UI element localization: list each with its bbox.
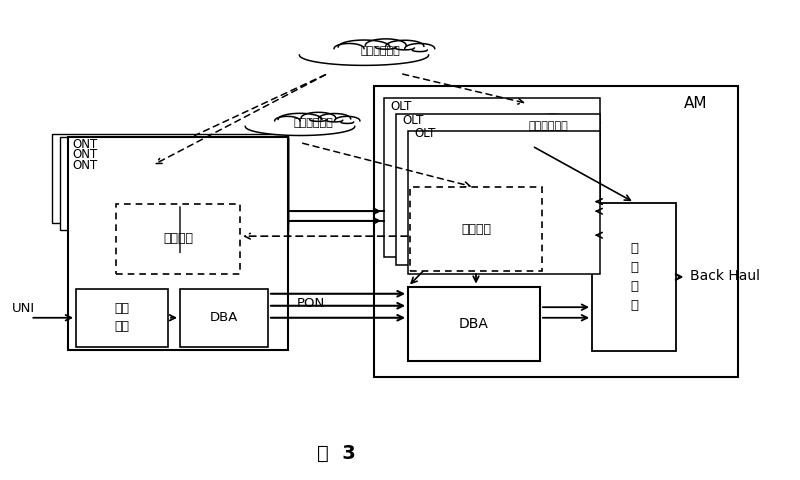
Text: OLT: OLT: [390, 100, 412, 113]
Bar: [374, 86, 738, 377]
Polygon shape: [274, 116, 300, 125]
Text: Back Haul: Back Haul: [690, 269, 760, 283]
Text: ONT: ONT: [72, 148, 98, 161]
Text: AM: AM: [684, 96, 708, 111]
Polygon shape: [534, 114, 573, 126]
Polygon shape: [278, 113, 322, 125]
Polygon shape: [248, 127, 352, 135]
Bar: [52, 134, 288, 223]
Text: 业务属性: 业务属性: [163, 232, 193, 245]
Polygon shape: [473, 130, 591, 139]
Text: OLT: OLT: [402, 113, 424, 127]
Text: 接纳控制系统: 接纳控制系统: [528, 121, 568, 131]
Text: DBA: DBA: [210, 311, 238, 324]
Bar: [384, 98, 600, 257]
Bar: [180, 289, 268, 347]
Bar: [116, 204, 240, 274]
Text: DBA: DBA: [459, 317, 489, 331]
Bar: [410, 187, 542, 271]
Polygon shape: [386, 40, 424, 52]
Polygon shape: [405, 44, 434, 54]
Polygon shape: [507, 115, 557, 128]
Text: 用户管理系统: 用户管理系统: [294, 119, 334, 128]
Bar: [68, 137, 288, 350]
Bar: [60, 137, 288, 230]
Bar: [592, 203, 676, 351]
Bar: [68, 137, 288, 238]
Text: ONT: ONT: [72, 137, 98, 151]
Text: 业务
映射: 业务 映射: [114, 302, 130, 333]
Polygon shape: [553, 116, 590, 127]
Bar: [396, 114, 600, 265]
Text: 图  3: 图 3: [317, 444, 355, 463]
Text: 二
级
调
度: 二 级 调 度: [630, 242, 638, 312]
Bar: [76, 289, 168, 347]
Polygon shape: [503, 119, 532, 128]
Text: 用户属性: 用户属性: [462, 223, 491, 236]
Polygon shape: [301, 112, 336, 124]
Polygon shape: [334, 116, 360, 125]
Bar: [408, 131, 600, 274]
Polygon shape: [366, 39, 406, 52]
Text: 业务管理系统: 业务管理系统: [360, 47, 400, 56]
Polygon shape: [571, 119, 600, 128]
Text: PON: PON: [296, 297, 325, 310]
Bar: [408, 287, 540, 361]
Polygon shape: [318, 114, 350, 124]
Polygon shape: [302, 56, 426, 65]
Text: OLT: OLT: [414, 127, 436, 140]
Text: ONT: ONT: [72, 159, 98, 172]
Polygon shape: [338, 40, 390, 54]
Polygon shape: [334, 44, 364, 54]
Text: UNI: UNI: [12, 301, 35, 315]
